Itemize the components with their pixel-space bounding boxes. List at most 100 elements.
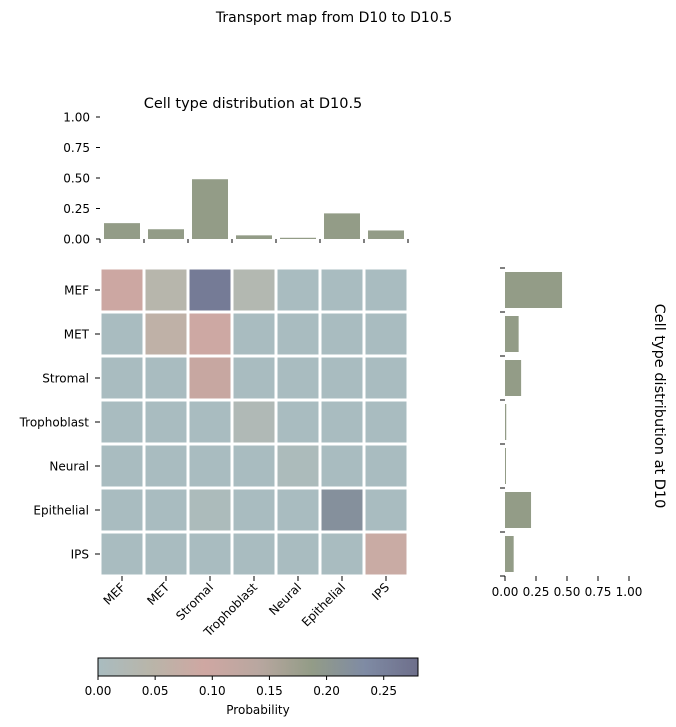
colorbar-tick-label: 0.25	[370, 684, 397, 698]
heatmap-cell-ips-epithelial	[321, 533, 363, 575]
heatmap-cell-epithelial-stromal	[189, 489, 231, 531]
col-label-stromal: Stromal	[173, 580, 216, 623]
right-bar-stromal	[505, 360, 522, 396]
row-label-met: MET	[64, 328, 90, 342]
heatmap-cell-met-mef	[101, 313, 143, 355]
heatmap-cell-trophoblast-stromal	[189, 401, 231, 443]
top-ytick-label: 0.75	[63, 141, 90, 155]
heatmap-cell-mef-ips	[365, 269, 407, 311]
col-label-ips: IPS	[369, 580, 392, 603]
row-label-epithelial: Epithelial	[33, 504, 89, 518]
top-ytick-label: 0.00	[63, 233, 90, 247]
heatmap-cell-mef-trophoblast	[233, 269, 275, 311]
heatmap-cell-ips-ips	[365, 533, 407, 575]
heatmap-cell-stromal-epithelial	[321, 357, 363, 399]
heatmap-cell-neural-neural	[277, 445, 319, 487]
heatmap-cell-trophoblast-mef	[101, 401, 143, 443]
heatmap-cell-stromal-ips	[365, 357, 407, 399]
top-bar-chart: Cell type distribution at D10.5 0.00 0.25 0…	[63, 96, 409, 247]
heatmap-cell-stromal-stromal	[189, 357, 231, 399]
col-label-epithelial: Epithelial	[299, 580, 348, 629]
colorbar-tick-label: 0.20	[313, 684, 340, 698]
heatmap-cell-neural-trophoblast	[233, 445, 275, 487]
heatmap-cell-met-neural	[277, 313, 319, 355]
colorbar-tick-label: 0.15	[256, 684, 283, 698]
top-bar-ips	[368, 230, 404, 239]
heatmap-cell-ips-trophoblast	[233, 533, 275, 575]
top-bar-stromal	[192, 179, 228, 239]
heatmap-cell-trophoblast-neural	[277, 401, 319, 443]
colorbar-gradient	[97, 657, 419, 677]
heatmap-cell-neural-met	[145, 445, 187, 487]
heatmap-cell-met-stromal	[189, 313, 231, 355]
row-label-ips: IPS	[71, 548, 89, 562]
heatmap-cell-neural-mef	[101, 445, 143, 487]
right-xtick-label: 0.25	[523, 585, 550, 599]
heatmap-cell-neural-stromal	[189, 445, 231, 487]
top-ytick-label: 0.50	[63, 172, 90, 186]
right-bar-chart: 0.00 0.25 0.50 0.75 1.00 Cell type distributi…	[492, 267, 667, 599]
heatmap-cell-epithelial-neural	[277, 489, 319, 531]
colorbar-tick-label: 0.00	[85, 684, 112, 698]
top-bar-met	[148, 229, 184, 239]
colorbar-label: Probability	[226, 703, 289, 717]
heatmap-cell-epithelial-met	[145, 489, 187, 531]
right-chart-title: Cell type distribution at D10	[651, 304, 667, 509]
heatmap-cell-mef-neural	[277, 269, 319, 311]
top-bar-mef	[104, 223, 140, 239]
col-label-neural: Neural	[266, 580, 304, 618]
right-bar-ips	[505, 536, 514, 572]
heatmap-cell-stromal-trophoblast	[233, 357, 275, 399]
heatmap-cell-met-ips	[365, 313, 407, 355]
figure-title: Transport map from D10 to D10.5	[215, 10, 452, 26]
colorbar-tick-label: 0.05	[142, 684, 169, 698]
heatmap-cell-trophoblast-trophoblast	[233, 401, 275, 443]
heatmap-cell-ips-neural	[277, 533, 319, 575]
row-label-trophoblast: Trophoblast	[19, 416, 90, 430]
heatmap-cell-trophoblast-epithelial	[321, 401, 363, 443]
heatmap-cell-trophoblast-ips	[365, 401, 407, 443]
heatmap-cell-epithelial-mef	[101, 489, 143, 531]
heatmap-cell-epithelial-ips	[365, 489, 407, 531]
right-xtick-label: 0.75	[585, 585, 612, 599]
heatmap-cell-mef-epithelial	[321, 269, 363, 311]
top-bar-neural	[280, 237, 316, 239]
heatmap-cell-ips-stromal	[189, 533, 231, 575]
heatmap-cell-met-trophoblast	[233, 313, 275, 355]
heatmap-cell-mef-stromal	[189, 269, 231, 311]
top-bar-epithelial	[324, 213, 360, 239]
row-label-mef: MEF	[64, 284, 89, 298]
heatmap-cell-epithelial-epithelial	[321, 489, 363, 531]
top-ytick-label: 1.00	[63, 111, 90, 125]
heatmap-cell-ips-met	[145, 533, 187, 575]
colorbar: 0.00 0.05 0.10 0.15 0.20 0.25 Probability	[85, 657, 419, 717]
right-xtick-label: 0.50	[554, 585, 581, 599]
heatmap-cell-ips-mef	[101, 533, 143, 575]
heatmap-cell-epithelial-trophoblast	[233, 489, 275, 531]
heatmap-cell-neural-ips	[365, 445, 407, 487]
heatmap-cell-stromal-neural	[277, 357, 319, 399]
right-bar-mef	[505, 272, 563, 308]
col-label-met: MET	[144, 580, 172, 608]
heatmap-cell-met-met	[145, 313, 187, 355]
heatmap-cell-mef-mef	[101, 269, 143, 311]
heatmap-cell-stromal-met	[145, 357, 187, 399]
heatmap-cell-mef-met	[145, 269, 187, 311]
heatmap-cell-stromal-mef	[101, 357, 143, 399]
right-bar-met	[505, 316, 519, 352]
right-bar-trophoblast	[505, 404, 507, 440]
heatmap-cell-trophoblast-met	[145, 401, 187, 443]
heatmap-cell-met-epithelial	[321, 313, 363, 355]
heatmap-cell-neural-epithelial	[321, 445, 363, 487]
right-bar-neural	[505, 448, 506, 484]
right-bar-epithelial	[505, 492, 532, 528]
top-bar-trophoblast	[236, 235, 272, 239]
colorbar-tick-label: 0.10	[199, 684, 226, 698]
right-xtick-label: 1.00	[616, 585, 643, 599]
top-ytick-label: 0.25	[63, 202, 90, 216]
row-label-stromal: Stromal	[42, 372, 89, 386]
row-label-neural: Neural	[49, 460, 89, 474]
heatmap: MEFMETStromalTrophoblastNeuralEpithelial…	[19, 269, 407, 640]
right-xtick-label: 0.00	[492, 585, 519, 599]
